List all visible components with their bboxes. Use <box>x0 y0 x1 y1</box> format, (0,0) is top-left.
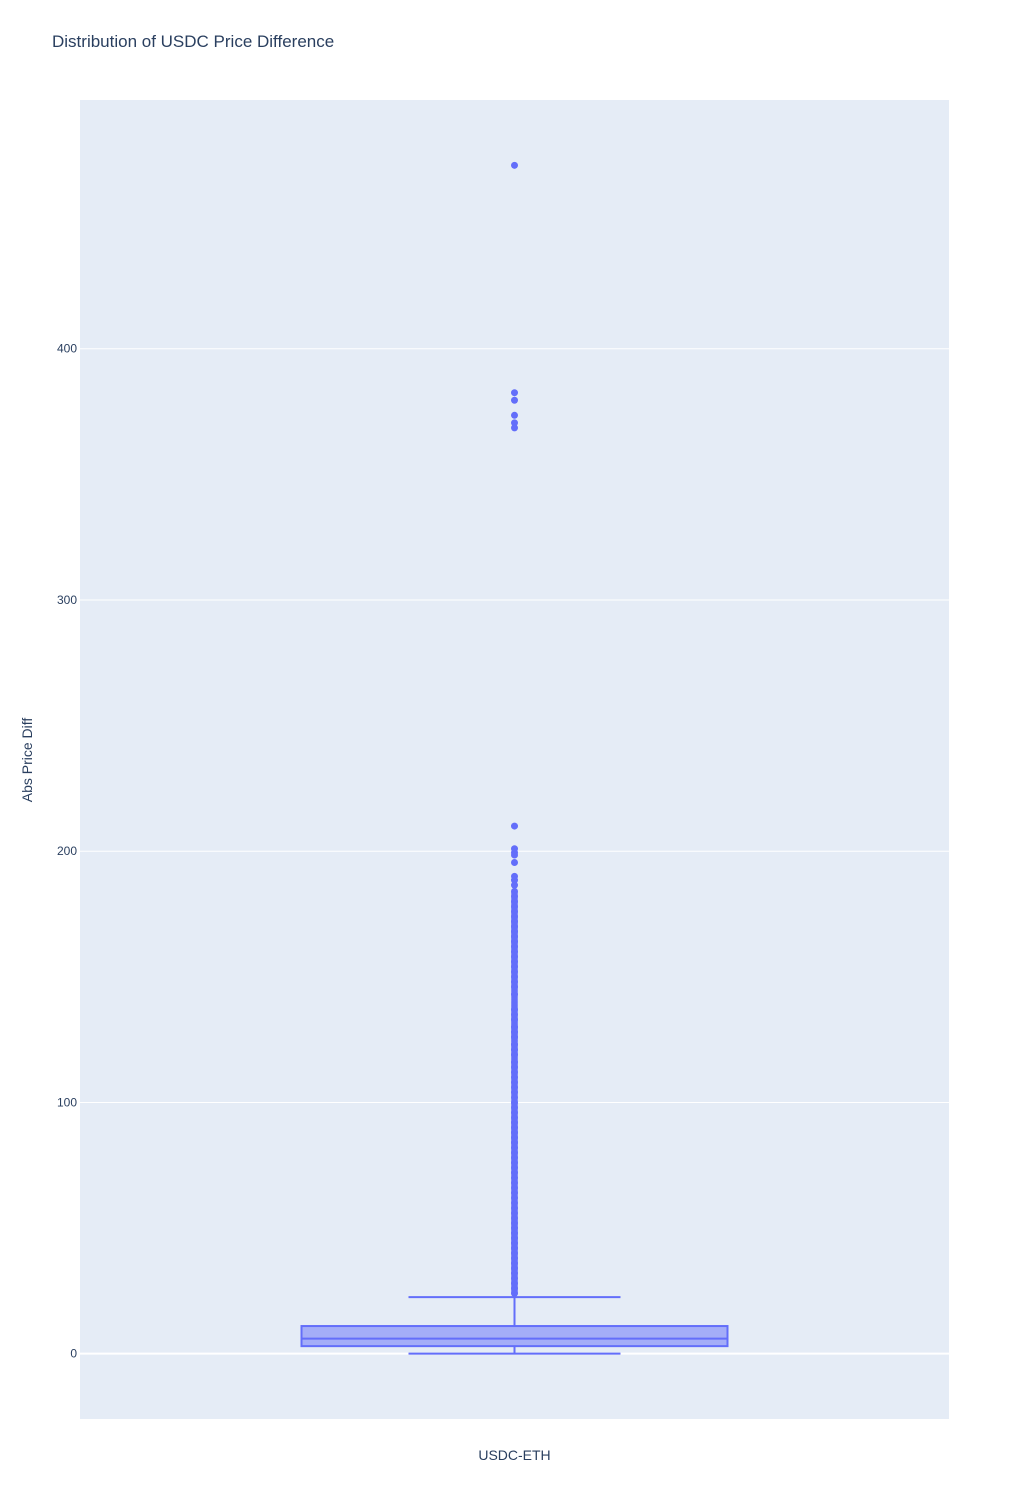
outlier-point[interactable] <box>511 881 518 889</box>
y-tick-label-200: 200 <box>57 844 77 858</box>
outlier-point[interactable] <box>511 424 518 432</box>
outlier-point[interactable] <box>511 161 518 169</box>
outlier-point[interactable] <box>511 876 518 884</box>
outlier-point[interactable] <box>511 859 518 867</box>
box-trace[interactable] <box>300 1296 729 1355</box>
outlier-point[interactable] <box>511 889 518 896</box>
y-tick-label-300: 300 <box>57 593 77 607</box>
iqr-box[interactable] <box>300 1325 729 1348</box>
outlier-point[interactable] <box>511 822 518 830</box>
y-tick-labels: 0 100 200 300 400 <box>57 342 77 1361</box>
outlier-point[interactable] <box>511 411 518 419</box>
x-category-label: USDC-ETH <box>478 1447 550 1463</box>
outlier-points[interactable] <box>511 161 518 1297</box>
y-axis-title: Abs Price Diff <box>19 718 35 803</box>
y-tick-label-100: 100 <box>57 1095 77 1109</box>
outlier-point[interactable] <box>511 419 518 427</box>
y-tick-label-0: 0 <box>70 1347 77 1361</box>
chart-title: Distribution of USDC Price Difference <box>52 32 335 51</box>
outlier-point[interactable] <box>511 389 518 397</box>
y-tick-label-400: 400 <box>57 342 77 356</box>
outlier-point[interactable] <box>511 396 518 404</box>
outlier-point[interactable] <box>511 851 518 859</box>
